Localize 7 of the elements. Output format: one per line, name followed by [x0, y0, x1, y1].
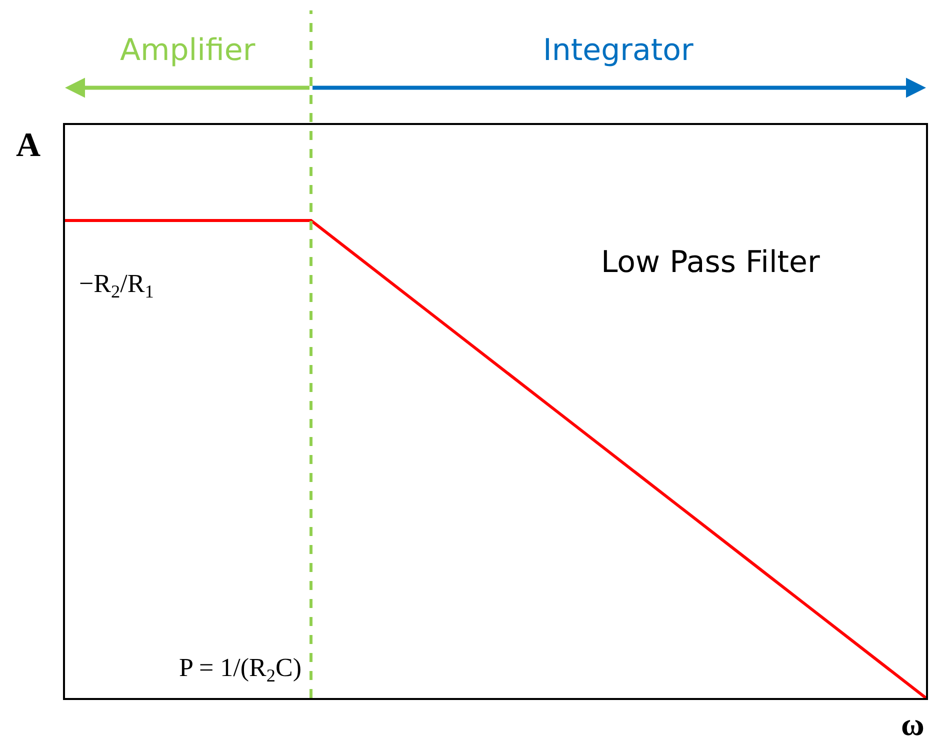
annotation: P = 1/(R$_{2}$C): [179, 653, 302, 686]
annotation: −R$_{2}$/R$_{1}$: [79, 269, 154, 302]
text: Amplifier: [120, 33, 256, 68]
annotation: Low Pass Filter: [601, 245, 820, 280]
x-axis-title: ω: [901, 706, 924, 741]
text: Integrator: [543, 33, 694, 68]
y-axis-title: A: [16, 127, 41, 164]
